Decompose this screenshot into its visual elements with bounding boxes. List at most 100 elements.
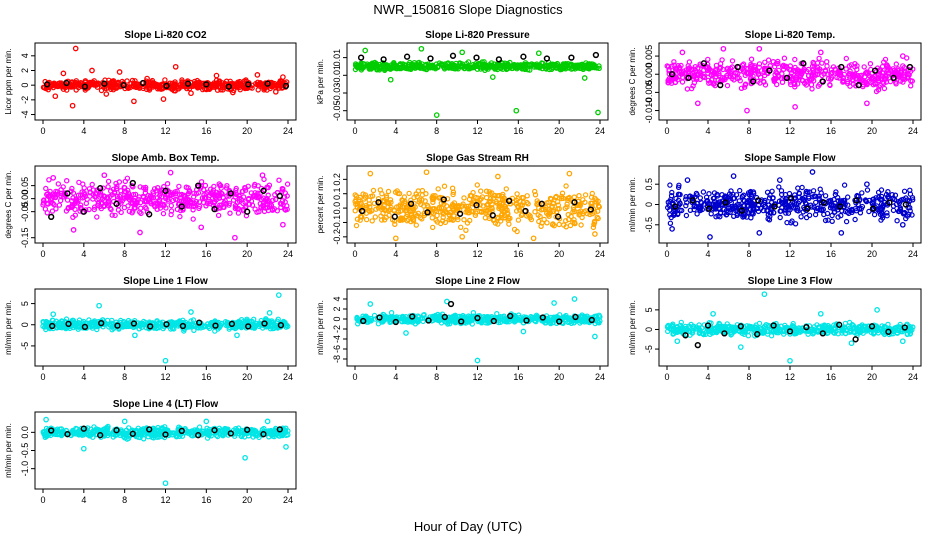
reference-point [771, 203, 778, 210]
scatter-point [89, 322, 96, 328]
scatter-point [551, 314, 557, 320]
scatter-point [719, 191, 725, 198]
scatter-point [766, 202, 772, 208]
reference-point [211, 205, 218, 213]
scatter-point [680, 70, 686, 76]
scatter-point [665, 199, 672, 205]
reference-point [179, 322, 187, 330]
scatter-point [880, 212, 886, 218]
scatter-point [467, 192, 474, 199]
scatter-point [136, 194, 142, 200]
reference-point [490, 317, 497, 325]
scatter-point [671, 62, 677, 68]
scatter-point [385, 200, 391, 206]
outlier-point [367, 170, 374, 177]
scatter-point [795, 185, 801, 191]
scatter-point [527, 67, 533, 73]
scatter-point [786, 204, 792, 210]
reference-point [130, 320, 138, 327]
y-tick-label: -2 [20, 96, 30, 104]
scatter-point [218, 202, 225, 208]
scatter-point [399, 217, 406, 223]
reference-point [163, 321, 170, 328]
scatter-point [850, 77, 856, 84]
scatter-point [706, 190, 712, 197]
scatter-point [352, 192, 358, 198]
scatter-point [163, 205, 169, 211]
scatter-point [429, 196, 436, 202]
x-tick-label: 0 [40, 372, 45, 382]
scatter-point [515, 64, 521, 71]
reference-point [902, 201, 909, 208]
scatter-point [448, 216, 455, 222]
outlier-point [96, 302, 102, 309]
scatter-point [75, 323, 81, 329]
scatter-point [381, 217, 388, 223]
scatter-point [413, 191, 419, 197]
reference-point [276, 192, 283, 200]
scatter-point [472, 212, 479, 218]
x-tick-label: 8 [434, 126, 439, 136]
reference-point [162, 187, 169, 194]
scatter-point [271, 324, 277, 330]
y-axis-label: Licor ppm per min. [4, 48, 13, 114]
scatter-point [213, 197, 219, 203]
scatter-point [409, 317, 415, 323]
scatter-point [824, 210, 831, 217]
reference-point [538, 200, 545, 207]
panel-title: Slope Line 3 Flow [748, 276, 833, 287]
scatter-point [485, 201, 491, 208]
scatter-point [442, 207, 448, 213]
scatter-point [192, 202, 198, 209]
outlier-point [272, 88, 279, 95]
scatter-point [717, 61, 724, 67]
scatter-point [218, 190, 224, 196]
scatter-point [82, 87, 89, 93]
scatter-point [726, 68, 732, 74]
scatter-point [559, 193, 565, 200]
scatter-point [236, 193, 242, 199]
scatter-point [748, 56, 755, 62]
scatter-point [847, 83, 853, 89]
scatter-point [436, 60, 443, 66]
scatter-point [211, 183, 217, 190]
scatter-point [284, 193, 290, 199]
scatter-point [665, 63, 672, 70]
scatter-point [595, 318, 601, 324]
scatter-point [50, 200, 56, 207]
scatter-point [109, 212, 115, 218]
y-axis-label: ml/min per min. [316, 300, 325, 355]
scatter-point [421, 210, 427, 216]
scatter-point [540, 60, 546, 67]
scatter-point [63, 177, 70, 184]
reference-point [447, 300, 455, 308]
reference-point [260, 187, 267, 194]
x-tick-label: 4 [81, 249, 86, 259]
x-tick-label: 24 [283, 249, 293, 259]
scatter-point [667, 182, 673, 188]
y-tick-label: -8 [332, 355, 342, 363]
outlier-point [707, 234, 713, 240]
scatter-point [668, 192, 675, 199]
reference-point [520, 53, 527, 60]
scatter-point [176, 191, 183, 198]
reference-point [855, 81, 862, 89]
scatter-point [459, 203, 466, 209]
scatter-point [894, 217, 900, 224]
scatter-point [833, 189, 839, 195]
reference-point [244, 208, 251, 215]
x-tick-label: 16 [513, 372, 523, 382]
scatter-point [268, 202, 275, 208]
reference-point [65, 320, 72, 328]
outlier-point [50, 174, 57, 181]
scatter-point [236, 198, 243, 205]
reference-point [523, 317, 530, 324]
scatter-point [771, 78, 778, 85]
scatter-point [383, 193, 390, 199]
reference-point [685, 74, 692, 82]
scatter-point [70, 190, 77, 196]
reference-point [63, 79, 70, 87]
scatter-point [562, 314, 568, 321]
